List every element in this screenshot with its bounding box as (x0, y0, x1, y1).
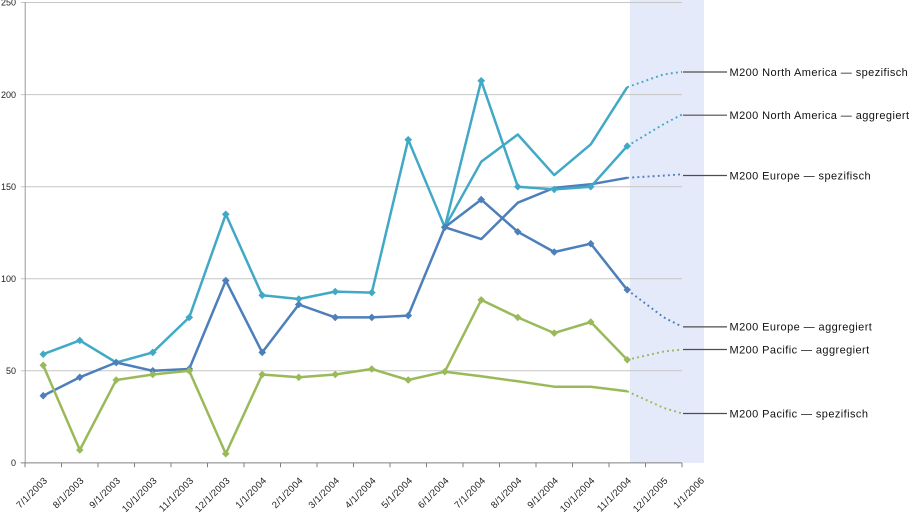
svg-text:M200 Pacific — spezifisch: M200 Pacific — spezifisch (730, 408, 869, 420)
svg-text:100: 100 (1, 274, 16, 284)
svg-text:50: 50 (6, 366, 16, 376)
svg-text:150: 150 (1, 182, 16, 192)
svg-text:M200 Pacific — aggregiert: M200 Pacific — aggregiert (730, 344, 870, 356)
svg-text:M200 North America — aggregier: M200 North America — aggregiert (730, 110, 910, 122)
svg-text:M200 North America — spezifisc: M200 North America — spezifisch (730, 67, 909, 79)
svg-text:M200 Europe — aggregiert: M200 Europe — aggregiert (730, 322, 873, 334)
svg-text:250: 250 (1, 0, 16, 8)
svg-text:0: 0 (11, 458, 16, 468)
svg-text:M200 Europe — spezifisch: M200 Europe — spezifisch (730, 170, 872, 182)
svg-text:200: 200 (1, 90, 16, 100)
